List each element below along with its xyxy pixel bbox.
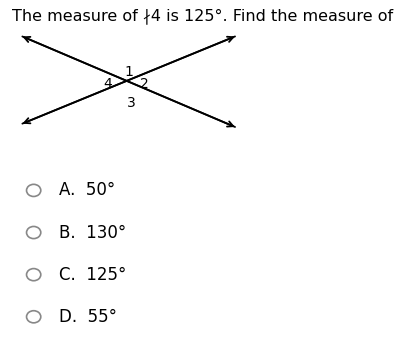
Text: 1: 1	[124, 65, 133, 80]
Text: 4: 4	[103, 77, 112, 91]
Text: C.  125°: C. 125°	[59, 266, 127, 284]
Text: A.  50°: A. 50°	[59, 181, 116, 200]
Text: 3: 3	[127, 96, 136, 110]
Text: B.  130°: B. 130°	[59, 223, 127, 242]
Text: 2: 2	[140, 77, 149, 91]
Text: D.  55°: D. 55°	[59, 308, 117, 326]
Text: The measure of ∤4 is 125°. Find the measure of ∤1.: The measure of ∤4 is 125°. Find the meas…	[12, 8, 396, 24]
